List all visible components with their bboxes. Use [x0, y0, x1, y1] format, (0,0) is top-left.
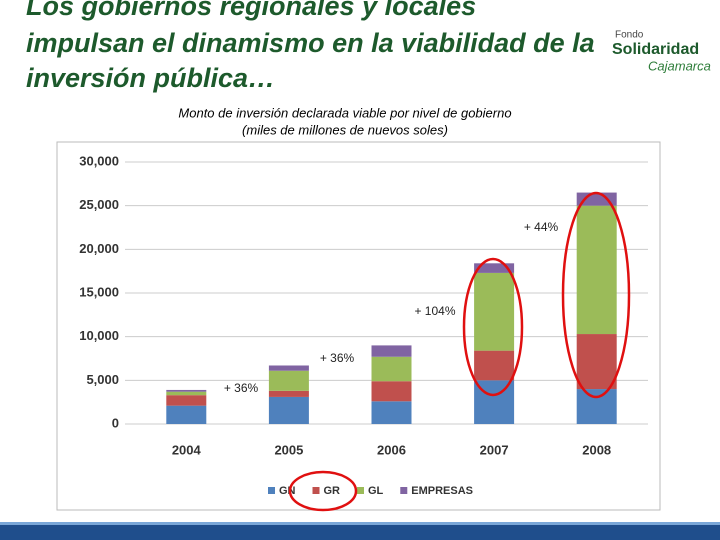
bar-segment [576, 389, 617, 424]
annotation: + 36% [224, 381, 259, 395]
x-tick-label: 2004 [172, 442, 202, 457]
slide-title-line: inversión pública… [26, 63, 275, 93]
annotation: + 44% [524, 220, 559, 234]
legend-label: GL [368, 485, 384, 497]
footer-stripe [0, 522, 720, 525]
bar-segment [166, 391, 207, 396]
x-tick-label: 2007 [480, 442, 509, 457]
y-tick-label: 0 [112, 415, 119, 430]
bar-segment [576, 205, 617, 335]
bar-segment [474, 350, 515, 381]
highlight-ellipse [561, 191, 631, 399]
bar-segment [268, 390, 309, 397]
bar-segment [371, 401, 412, 424]
y-tick-label: 20,000 [79, 241, 119, 256]
legend-label: GR [324, 485, 341, 497]
legend-swatch [400, 487, 408, 494]
annotation: + 104% [414, 304, 455, 318]
y-tick-label: 5,000 [86, 372, 119, 387]
highlight-ellipse [288, 470, 358, 512]
bar-segment [371, 345, 412, 357]
logo-text: Fondo [615, 30, 644, 41]
y-tick-label: 25,000 [79, 197, 119, 212]
bar-segment [474, 272, 515, 351]
bar-segment [474, 263, 515, 273]
legend-swatch [312, 487, 320, 494]
bar-segment [166, 389, 207, 392]
slide-title-line: impulsan el dinamismo en la viabilidad d… [26, 28, 595, 58]
legend-swatch [268, 487, 275, 494]
bar-segment [371, 356, 412, 382]
plot: 0 5,000 10,000 15,000 20,000 25,000 30,000 2004… [79, 153, 648, 512]
logo-text: Solidaridad [612, 41, 699, 58]
y-tick-label: 30,000 [79, 153, 119, 168]
footer-band [0, 525, 720, 540]
chart-subtitle: (miles de millones de nuevos soles) [242, 122, 448, 137]
bar-segment [268, 365, 309, 371]
legend-swatch [357, 487, 364, 494]
highlight-ellipse [462, 257, 524, 397]
bar-segment [268, 396, 309, 424]
bar-segment [166, 395, 207, 406]
legend-label: GN [279, 485, 296, 497]
slide-title-line: Los gobiernos regionales y locales [26, 0, 476, 21]
y-tick-label: 10,000 [79, 328, 119, 343]
logo-text: Cajamarca [648, 58, 711, 73]
chart-frame [56, 141, 661, 511]
y-tick-label: 15,000 [79, 284, 119, 299]
bar-segment [371, 381, 412, 402]
bar-segment [268, 370, 309, 391]
bar-segment [166, 405, 207, 424]
bar-segment [576, 334, 617, 390]
x-tick-label: 2006 [377, 442, 406, 457]
x-tick-label: 2008 [582, 442, 611, 457]
x-tick-label: 2005 [274, 442, 303, 457]
chart-title: Monto de inversión declarada viable por … [178, 105, 511, 120]
legend-label: EMPRESAS [411, 485, 473, 497]
annotation: + 36% [320, 351, 355, 365]
